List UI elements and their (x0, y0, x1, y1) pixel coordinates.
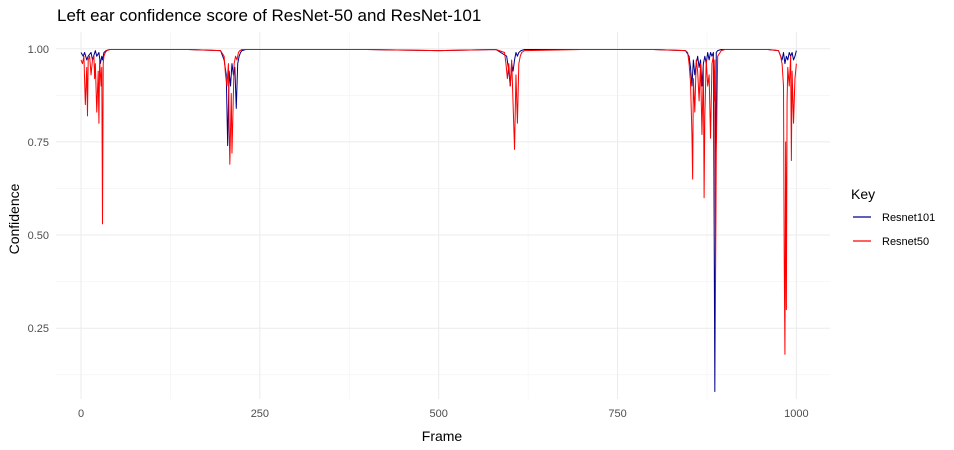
axis-ticks: 0 250 500 750 1000 0.25 0.50 0.75 1.00 (28, 44, 809, 420)
x-tick-label: 750 (608, 408, 626, 420)
series-lines (80, 49, 797, 393)
legend: Key Resnet101 Resnet50 (851, 186, 935, 248)
x-tick-label: 1000 (784, 408, 808, 420)
x-tick-label: 500 (430, 408, 448, 420)
legend-label-resnet101: Resnet101 (882, 212, 935, 224)
chart-title: Left ear confidence score of ResNet-50 a… (57, 6, 481, 25)
x-axis-title: Frame (422, 428, 463, 444)
y-tick-label: 1.00 (28, 44, 49, 56)
x-tick-label: 0 (78, 408, 84, 420)
y-axis-title: Confidence (6, 183, 22, 254)
y-tick-label: 0.75 (28, 137, 49, 149)
x-tick-label: 250 (251, 408, 269, 420)
legend-label-resnet50: Resnet50 (882, 236, 929, 248)
series-line-resnet50 (80, 49, 797, 355)
y-tick-label: 0.25 (28, 323, 49, 335)
legend-title: Key (851, 186, 875, 202)
grid (56, 32, 830, 399)
y-tick-label: 0.50 (28, 230, 49, 242)
